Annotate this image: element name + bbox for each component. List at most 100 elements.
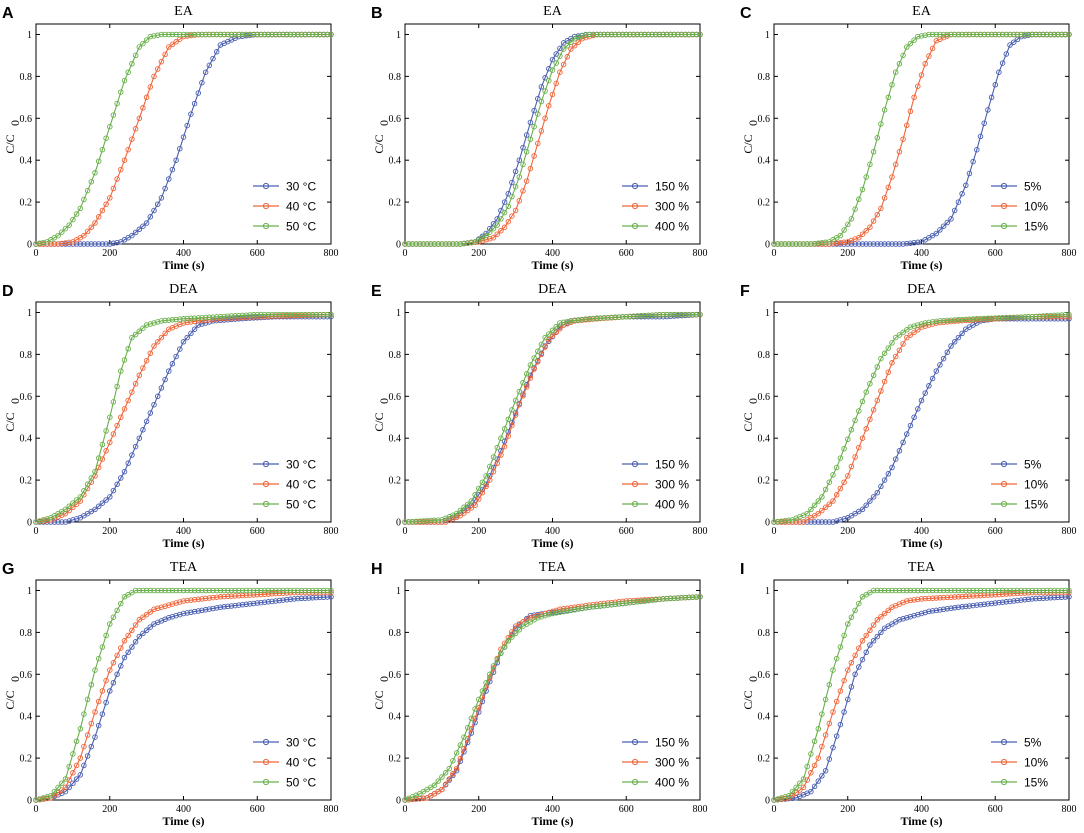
series-marker — [140, 40, 146, 47]
series-marker — [977, 31, 984, 38]
series-marker — [420, 518, 427, 524]
legend-entry: 5% — [991, 180, 1042, 194]
series-marker — [940, 355, 947, 362]
series-marker — [457, 742, 464, 748]
series-marker — [188, 597, 194, 603]
series-marker — [546, 102, 552, 109]
series-marker — [815, 519, 822, 525]
series-marker — [151, 33, 157, 39]
series-marker — [221, 604, 227, 610]
series-marker — [686, 311, 692, 318]
series-marker — [907, 587, 914, 594]
series-marker — [966, 603, 973, 609]
series-marker — [88, 241, 95, 247]
series-marker — [892, 587, 899, 594]
legend-swatch-marker — [631, 778, 639, 786]
series-marker — [431, 517, 438, 524]
series-marker — [221, 31, 227, 38]
series-marker — [535, 348, 541, 354]
series-marker — [553, 80, 559, 87]
legend-swatch-marker — [631, 738, 639, 746]
series-marker — [616, 31, 622, 38]
y-axis-title-subscript: 0 — [8, 398, 22, 404]
series-marker — [103, 428, 109, 434]
series-marker — [970, 158, 976, 165]
series-marker — [804, 763, 810, 770]
series-marker — [136, 617, 143, 623]
series-marker — [243, 587, 249, 594]
series-marker — [121, 157, 128, 163]
series-marker — [184, 587, 190, 594]
series-marker — [99, 207, 106, 214]
series-marker — [435, 778, 441, 784]
series-marker — [940, 31, 947, 38]
series-marker — [114, 383, 120, 390]
series-marker — [254, 31, 261, 38]
series-marker — [402, 519, 408, 525]
series-marker — [985, 31, 991, 38]
series-marker — [125, 632, 131, 639]
series-marker — [981, 601, 987, 608]
series-marker — [951, 317, 958, 323]
series-marker — [272, 31, 279, 38]
series-marker — [896, 587, 903, 594]
legend-entry: 40 °C — [253, 478, 316, 492]
y-tick-label: 0.6 — [389, 670, 402, 681]
series-marker — [944, 594, 951, 601]
series-marker — [999, 591, 1006, 597]
series-marker — [110, 431, 117, 437]
legend-label: 5% — [1024, 458, 1042, 472]
series-marker — [70, 751, 76, 757]
series-marker — [140, 614, 146, 620]
series-marker — [468, 239, 475, 246]
series-marker — [487, 477, 493, 483]
series-marker — [320, 31, 327, 38]
series-marker — [1007, 591, 1013, 597]
series-2 — [33, 589, 334, 803]
legend-swatch-marker — [631, 480, 639, 488]
series-marker — [1047, 587, 1054, 594]
series-marker — [638, 598, 644, 605]
series-marker — [944, 587, 951, 594]
series-marker — [490, 225, 497, 232]
series-marker — [99, 456, 106, 462]
series-marker — [424, 241, 430, 247]
series-marker — [859, 398, 866, 405]
series-marker — [1018, 587, 1024, 594]
legend-label: 10% — [1024, 200, 1048, 214]
series-marker — [878, 355, 884, 362]
series-marker — [77, 772, 84, 778]
series-marker — [811, 762, 818, 769]
x-tick-label: 200 — [840, 248, 855, 259]
legend-label: 50 °C — [286, 220, 316, 234]
series-marker — [863, 426, 869, 432]
series-marker — [92, 667, 98, 673]
series-marker — [73, 516, 80, 522]
series-marker — [527, 165, 534, 172]
series-marker — [417, 241, 423, 247]
series-marker — [819, 507, 825, 514]
series-marker — [195, 608, 202, 614]
series-marker — [564, 54, 571, 60]
legend-label: 10% — [1024, 478, 1048, 492]
series-marker — [468, 715, 475, 722]
series-marker — [402, 241, 408, 247]
y-axis-title: C/C0 — [372, 120, 391, 154]
series-marker — [166, 602, 172, 608]
series-marker — [1022, 31, 1028, 38]
series-marker — [619, 600, 626, 607]
series-marker — [476, 496, 482, 502]
series-marker — [221, 587, 227, 594]
panel-letter: F — [740, 283, 750, 300]
series-marker — [232, 602, 238, 609]
x-tick-label: 600 — [250, 526, 265, 537]
series-marker — [848, 614, 855, 620]
series-marker — [136, 372, 143, 379]
series-marker — [258, 31, 264, 38]
series-marker — [922, 609, 928, 616]
series-1 — [771, 31, 1072, 247]
series-marker — [191, 596, 198, 603]
series-marker — [918, 397, 925, 404]
